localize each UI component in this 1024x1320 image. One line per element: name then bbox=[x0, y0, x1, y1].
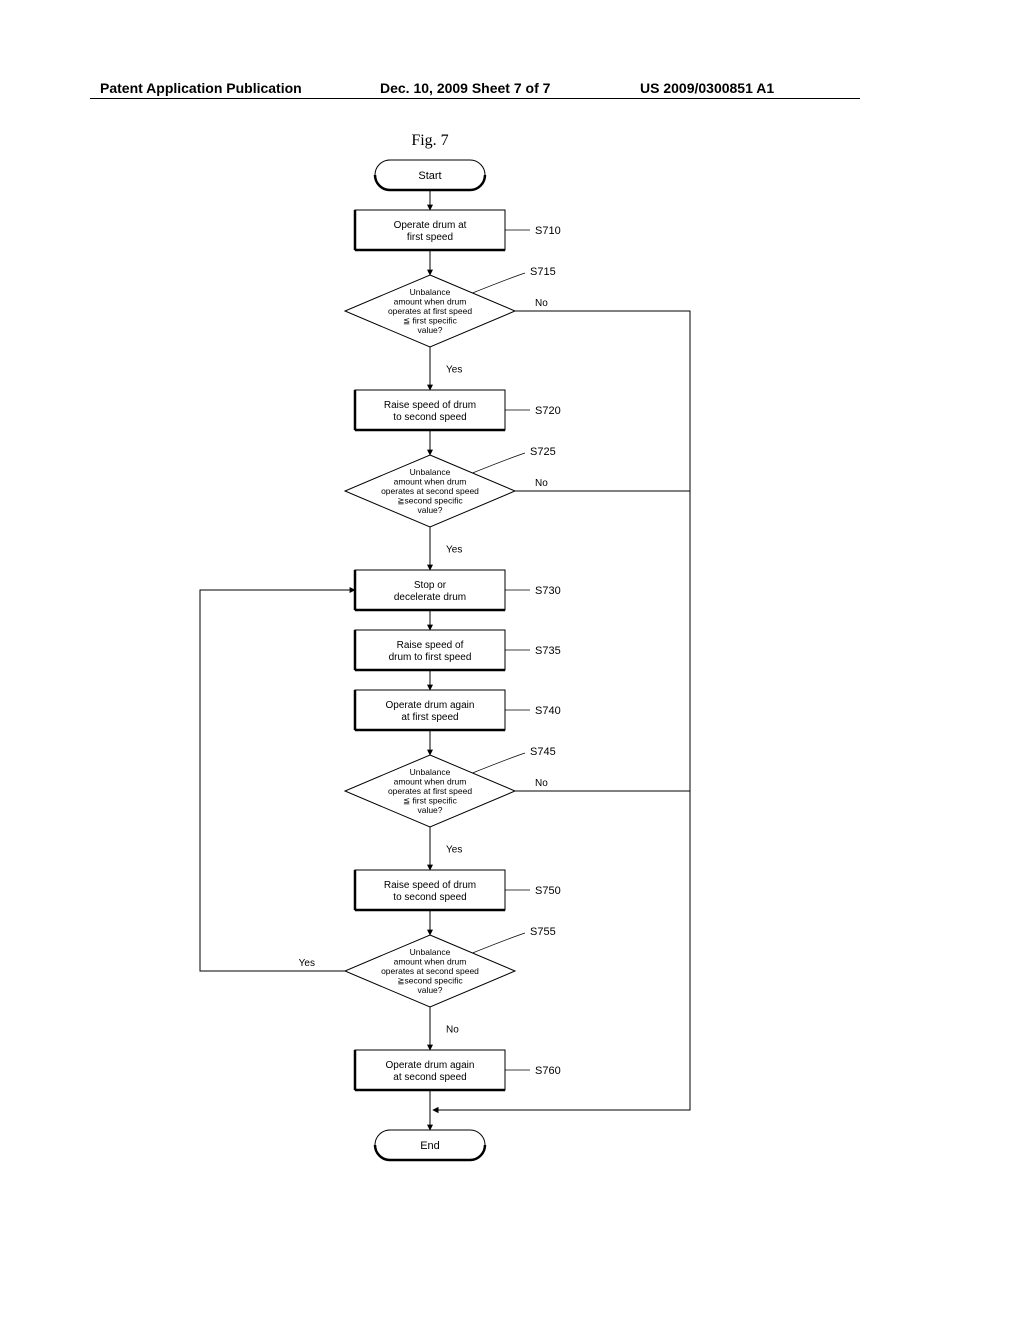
svg-text:≦ first specific: ≦ first specific bbox=[403, 796, 458, 806]
svg-text:≧second specific: ≧second specific bbox=[397, 976, 463, 986]
svg-text:Raise speed of drum: Raise speed of drum bbox=[384, 400, 476, 411]
svg-text:Raise speed of: Raise speed of bbox=[397, 640, 464, 651]
svg-text:S715: S715 bbox=[530, 266, 556, 278]
svg-text:decelerate drum: decelerate drum bbox=[394, 592, 466, 603]
svg-text:Yes: Yes bbox=[299, 958, 315, 969]
svg-text:Stop or: Stop or bbox=[414, 580, 447, 591]
svg-text:operates at second speed: operates at second speed bbox=[381, 486, 479, 496]
svg-text:Fig. 7: Fig. 7 bbox=[411, 132, 448, 149]
svg-text:value?: value? bbox=[417, 325, 442, 335]
svg-text:drum to first speed: drum to first speed bbox=[389, 652, 472, 663]
svg-text:Yes: Yes bbox=[446, 545, 462, 556]
svg-text:≧second specific: ≧second specific bbox=[397, 496, 463, 506]
svg-text:Unbalance: Unbalance bbox=[410, 467, 451, 477]
svg-text:Operate drum at: Operate drum at bbox=[394, 220, 467, 231]
svg-text:Yes: Yes bbox=[446, 365, 462, 376]
svg-text:Start: Start bbox=[418, 170, 441, 182]
svg-text:No: No bbox=[535, 298, 548, 309]
svg-text:Operate drum again: Operate drum again bbox=[386, 1060, 475, 1071]
svg-text:S745: S745 bbox=[530, 746, 556, 758]
svg-text:Unbalance: Unbalance bbox=[410, 287, 451, 297]
svg-text:S735: S735 bbox=[535, 645, 561, 657]
flowchart: Fig. 7 Start Operate drum atfirst speed S71… bbox=[0, 130, 1024, 1310]
svg-text:No: No bbox=[535, 478, 548, 489]
svg-text:amount when drum: amount when drum bbox=[394, 957, 467, 967]
svg-text:to second speed: to second speed bbox=[393, 892, 466, 903]
svg-text:End: End bbox=[420, 1140, 440, 1152]
svg-text:amount when drum: amount when drum bbox=[394, 777, 467, 787]
svg-text:at second speed: at second speed bbox=[393, 1072, 466, 1083]
svg-text:S730: S730 bbox=[535, 585, 561, 597]
svg-text:to second speed: to second speed bbox=[393, 412, 466, 423]
svg-text:No: No bbox=[535, 778, 548, 789]
svg-text:S720: S720 bbox=[535, 405, 561, 417]
header-date: Dec. 10, 2009 Sheet 7 of 7 bbox=[380, 80, 550, 96]
svg-text:operates at first speed: operates at first speed bbox=[388, 306, 472, 316]
svg-text:operates at second speed: operates at second speed bbox=[381, 966, 479, 976]
svg-text:operates at first speed: operates at first speed bbox=[388, 786, 472, 796]
svg-text:S725: S725 bbox=[530, 446, 556, 458]
svg-text:first speed: first speed bbox=[407, 232, 453, 243]
svg-text:S740: S740 bbox=[535, 705, 561, 717]
svg-text:S750: S750 bbox=[535, 885, 561, 897]
header-pub: Patent Application Publication bbox=[100, 80, 302, 96]
svg-text:Unbalance: Unbalance bbox=[410, 767, 451, 777]
svg-text:Unbalance: Unbalance bbox=[410, 947, 451, 957]
svg-text:value?: value? bbox=[417, 985, 442, 995]
svg-text:value?: value? bbox=[417, 505, 442, 515]
svg-text:amount when drum: amount when drum bbox=[394, 477, 467, 487]
svg-text:No: No bbox=[446, 1025, 459, 1036]
header-docnum: US 2009/0300851 A1 bbox=[640, 80, 774, 96]
svg-text:S710: S710 bbox=[535, 225, 561, 237]
header-divider bbox=[90, 98, 860, 99]
svg-text:value?: value? bbox=[417, 805, 442, 815]
svg-text:amount when drum: amount when drum bbox=[394, 297, 467, 307]
svg-text:Raise speed of drum: Raise speed of drum bbox=[384, 880, 476, 891]
svg-text:S760: S760 bbox=[535, 1065, 561, 1077]
svg-text:S755: S755 bbox=[530, 926, 556, 938]
svg-text:≦ first specific: ≦ first specific bbox=[403, 316, 458, 326]
svg-text:Yes: Yes bbox=[446, 845, 462, 856]
svg-text:at first speed: at first speed bbox=[401, 712, 458, 723]
svg-text:Operate drum again: Operate drum again bbox=[386, 700, 475, 711]
